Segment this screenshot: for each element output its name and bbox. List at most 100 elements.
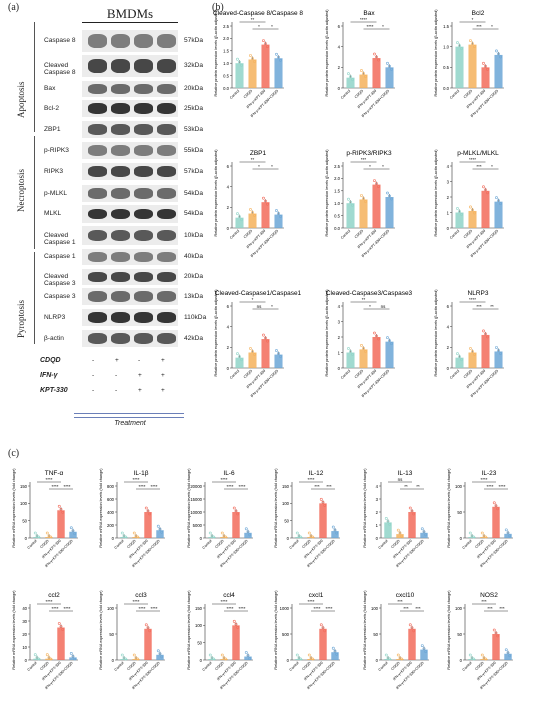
data-point [144,506,148,510]
bar [244,656,252,660]
sig-label: *** [481,599,487,604]
y-tick-label: 2.0 [334,176,340,181]
data-point [484,535,488,539]
x-tick-label: CDQD [126,661,137,672]
x-tick-label: Control [27,661,38,672]
x-tick-label: Control [229,89,240,100]
treatment-mark: + [138,372,142,379]
x-tick-label: Control [378,539,389,550]
bar [420,532,428,538]
blot-row-label: Caspase 1 [44,253,76,260]
y-tick-label: 2 [338,65,341,70]
blot-row-label: Bax [44,85,56,92]
y-axis-label: Relative mRNA expression levels (fold ch… [12,590,16,670]
sig-label: **** [360,17,367,22]
bar [232,512,240,538]
sig-label: **** [366,24,373,29]
blot-band [111,291,130,302]
blot-kda-label: 54kDa [184,189,204,197]
data-point [61,510,65,514]
x-tick-label: CDQD [463,369,474,380]
blot-band [157,145,176,156]
data-point [499,55,502,59]
chart-title: Cleaved-Caspase3/Caspase3 [326,290,413,297]
blot-band [157,208,176,220]
y-tick-label: 0 [447,366,450,371]
data-point [420,527,424,531]
data-point [244,527,248,531]
data-point [124,535,128,539]
data-point [307,531,311,535]
blot-kda-label: 110kDa [184,313,207,321]
data-point [249,208,252,211]
blot-band [134,312,153,323]
data-point [349,75,352,79]
sig-label: * [382,24,384,29]
blot-band [88,124,107,135]
sig-label: **** [150,484,157,489]
data-point [410,509,414,513]
data-point [473,211,476,215]
data-point [351,353,354,356]
data-point [220,531,224,535]
data-point [388,339,391,343]
y-tick-label: 0.5 [334,213,340,218]
y-tick-label: 20000 [190,484,202,489]
data-point [458,210,461,213]
data-point [456,207,459,210]
y-tick-label: 0 [460,536,463,541]
x-tick-label: CDQD [243,369,254,380]
data-point [264,42,267,46]
y-tick-label: 2 [447,345,450,350]
data-point [377,337,380,341]
blot-strip [82,309,178,326]
data-point [384,653,388,657]
data-point [469,347,472,350]
sig-label: *** [499,606,505,611]
data-point [373,179,376,183]
bar [132,659,140,660]
blot-band [134,103,153,114]
x-tick-label: CDQD [474,539,485,550]
data-point [456,41,459,45]
chart-title: Cleaved-Caspase 8/Caspase 8 [213,10,303,17]
bar [132,537,140,538]
y-tick-label: 50 [284,518,289,523]
treatment-mark: + [161,357,165,364]
x-tick-label: Control [462,661,473,672]
y-tick-label: 150 [282,484,290,489]
y-axis-label: Relative protein expression levels (β-ac… [434,149,438,237]
y-tick-label: 0 [112,658,115,663]
data-point [495,196,498,200]
blot-band [111,252,130,262]
y-tick-label: 150 [195,606,203,611]
blot-band [134,208,153,220]
data-point [253,214,256,217]
sig-label: *** [361,157,367,162]
x-tick-label: CDQD [354,229,365,240]
x-tick-label: Control [449,369,460,380]
data-point [386,61,389,65]
bar [57,627,65,660]
data-point [136,657,140,661]
data-point [331,525,335,529]
data-point [349,350,352,353]
sig-label: ** [404,484,408,489]
data-point [220,653,224,657]
treatment-mark: + [161,372,165,379]
bar [492,634,500,660]
treatment-name: IFN-γ [40,372,58,379]
treatment-label: Treatment [114,420,146,427]
y-tick-label: 1.5 [443,24,449,29]
blot-row-label: p-MLKL [44,189,68,197]
blot-kda-label: 42kDa [184,334,204,342]
blot-kda-label: 25kDa [184,104,204,112]
chart-title: Bcl2 [472,10,485,17]
x-tick-label: CDQD [39,661,50,672]
y-axis-label: Relative mRNA expression levels (fold ch… [187,468,191,548]
data-point [148,512,152,516]
panel-b-label: (b) [212,2,224,13]
data-point [456,352,459,356]
bar [248,213,257,228]
y-tick-label: 4 [376,484,379,489]
